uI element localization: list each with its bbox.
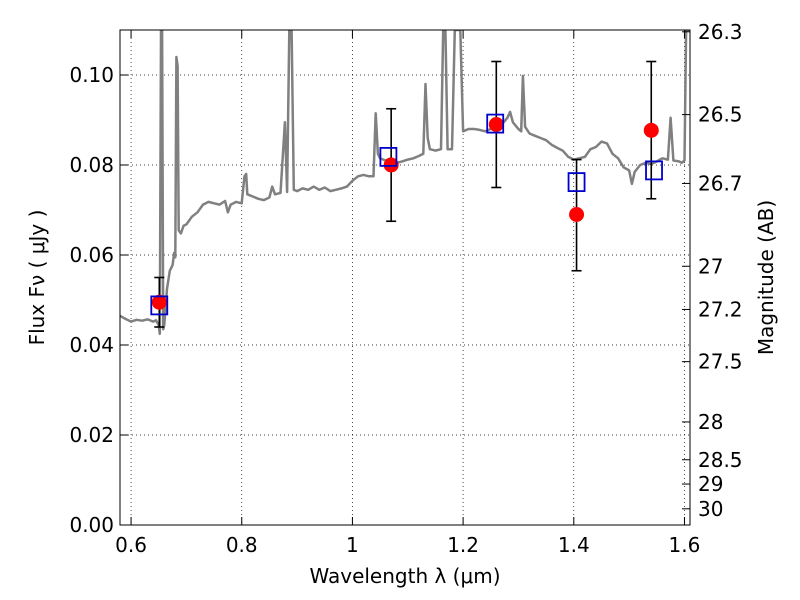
- right-tick-label: 29: [698, 472, 723, 496]
- y-tick-label: 0.02: [69, 423, 114, 447]
- x-axis-label: Wavelength λ (μm): [309, 564, 500, 588]
- measured-flux-point: [569, 207, 585, 222]
- measured-flux-point: [151, 294, 167, 310]
- model-flux-square: [486, 113, 505, 134]
- y-axis-label: Flux Fν ( μJy ): [25, 210, 49, 346]
- x-tick-label: 1.2: [447, 533, 479, 557]
- model-flux-square: [150, 295, 169, 316]
- right-tick-label: 28.5: [698, 448, 743, 472]
- x-tick-label: 0.6: [115, 533, 147, 557]
- x-tick-label: 0.8: [226, 533, 258, 557]
- y-tick-label: 0.08: [69, 153, 114, 177]
- x-tick-label: 1: [346, 533, 359, 557]
- y-tick-label: 0.00: [69, 513, 114, 537]
- right-axis-label: Magnitude (AB): [754, 200, 778, 355]
- model-flux-square: [379, 146, 398, 167]
- right-tick-label: 27.5: [698, 350, 743, 374]
- right-tick-label: 27.2: [698, 297, 743, 321]
- spectrum-line: [120, 30, 690, 336]
- grid-lines: [120, 30, 690, 526]
- y-tick-label: 0.04: [69, 333, 114, 357]
- model-flux-square: [567, 172, 586, 193]
- right-tick-label: 26.3: [698, 20, 743, 44]
- y-tick-label: 0.10: [69, 63, 114, 87]
- right-tick-label: 27: [698, 254, 723, 278]
- right-tick-label: 30: [698, 497, 723, 521]
- x-tick-label: 1.6: [669, 533, 701, 557]
- plot-area: [120, 30, 690, 336]
- plot-frame: [119, 29, 691, 526]
- model-flux-square: [645, 160, 663, 181]
- y-tick-label: 0.06: [69, 243, 114, 267]
- right-tick-label: 26.5: [698, 103, 743, 127]
- measured-flux-point: [488, 117, 504, 132]
- measured-flux-point: [643, 122, 659, 138]
- axis-ticks: 0.6 0.8 1 1.2 1.4 1.6 0.00 0.02 0.04 0.06 0.08 0.10…: [69, 20, 742, 557]
- x-tick-label: 1.4: [558, 533, 590, 557]
- right-tick-label: 26.7: [698, 171, 743, 195]
- right-tick-label: 28: [698, 410, 723, 434]
